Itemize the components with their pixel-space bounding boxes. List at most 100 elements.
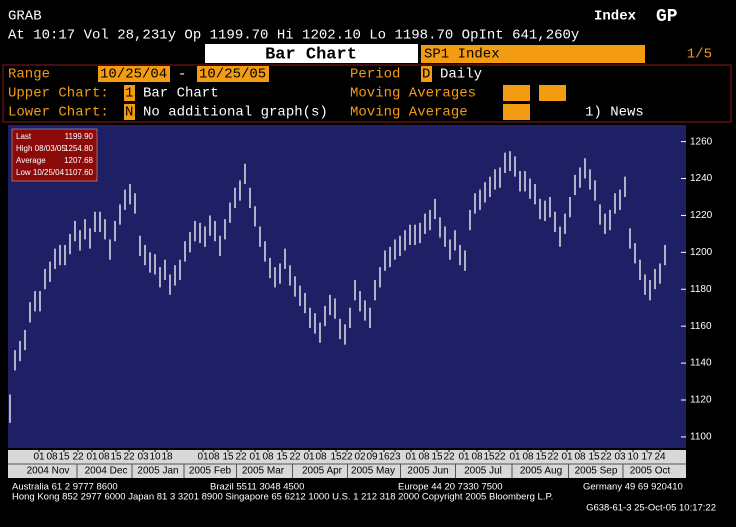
input-box[interactable]	[124, 85, 135, 101]
input-box[interactable]	[98, 66, 170, 82]
x-tick-label: 22	[547, 452, 559, 463]
upper-chart: Bar Chart	[143, 86, 219, 102]
lower-chart-code[interactable]: N	[125, 105, 133, 121]
month-label: 2005 Feb	[189, 466, 232, 477]
x-tick-label: 15	[222, 452, 234, 463]
x-tick-label: 22	[494, 452, 506, 463]
range-label: Range	[8, 67, 50, 83]
x-tick-label: 08	[522, 452, 534, 463]
month-label: 2004 Nov	[27, 466, 70, 477]
screen-title: Bar Chart	[265, 45, 357, 64]
footer-line: Hong Kong 852 2977 6000 Japan 81 3 3201 …	[12, 492, 553, 503]
x-tick-label: 08	[315, 452, 327, 463]
news-link[interactable]: 1) News	[585, 105, 644, 121]
month-label: 2004 Dec	[85, 466, 128, 477]
month-label: 2005 Jul	[464, 466, 502, 477]
month-label: 2005 Jun	[407, 466, 448, 477]
x-tick-label: 08	[98, 452, 110, 463]
x-tick-label: 01	[405, 452, 417, 463]
security-type: Index	[594, 9, 637, 25]
x-tick-label: 23	[389, 452, 401, 463]
x-tick-label: 15	[535, 452, 547, 463]
x-tick-label: 15	[276, 452, 288, 463]
quote-line: At 10:17 Vol 28,231y Op 1199.70 Hi 1202.…	[8, 28, 579, 44]
ticker[interactable]: SP1 Index	[424, 47, 500, 63]
range-start[interactable]: 10/25/04	[100, 67, 167, 83]
function-code: GP	[656, 7, 678, 27]
y-tick-label: 1120	[690, 395, 712, 406]
month-label: 2005 Jan	[137, 466, 178, 477]
month-label: 2005 Aug	[520, 466, 562, 477]
info-value: 1254.80	[64, 144, 93, 153]
footer-phone: Australia 61 2 9777 8600	[12, 482, 118, 493]
x-tick-label: 01	[249, 452, 261, 463]
x-tick-label: 15	[58, 452, 70, 463]
input-box[interactable]	[124, 104, 135, 120]
range-end[interactable]: 10/25/05	[199, 67, 266, 83]
x-tick-label: 08	[262, 452, 274, 463]
x-tick-label: 18	[161, 452, 173, 463]
period-label: Period	[350, 67, 400, 83]
moving-averages-label: Moving Averages	[350, 86, 476, 102]
input-box[interactable]	[197, 66, 269, 82]
y-tick-label: 1100	[690, 432, 712, 443]
x-tick-label: 01	[197, 452, 209, 463]
plot-area	[8, 125, 686, 448]
x-tick-label: 01	[33, 452, 45, 463]
x-tick-label: 17	[641, 452, 653, 463]
x-tick-label: 09	[366, 452, 378, 463]
month-label: 2005 Oct	[630, 466, 671, 477]
moving-average-label: Moving Average	[350, 105, 468, 121]
x-tick-label: 10	[627, 452, 639, 463]
x-tick-label: 24	[654, 452, 666, 463]
upper-chart-code[interactable]: 1	[125, 86, 133, 102]
y-tick-label: 1260	[690, 136, 713, 147]
x-tick-label: 01	[561, 452, 573, 463]
x-tick-label: 15	[431, 452, 443, 463]
x-tick-label: 22	[443, 452, 455, 463]
input-box[interactable]	[421, 66, 432, 82]
y-tick-label: 1240	[690, 173, 713, 184]
x-tick-label: 03	[614, 452, 626, 463]
ticker-box[interactable]	[421, 45, 645, 63]
month-label: 2005 Apr	[302, 466, 343, 477]
month-label: 2005 May	[351, 466, 395, 477]
x-tick-label: 08	[471, 452, 483, 463]
input-box[interactable]	[539, 85, 566, 101]
x-tick-label: 22	[289, 452, 301, 463]
x-tick-label: 15	[110, 452, 122, 463]
info-value: 1199.90	[65, 132, 94, 141]
upper-chart-label: Upper Chart:	[8, 86, 109, 102]
x-tick-label: 01	[509, 452, 521, 463]
period-code[interactable]: D	[422, 67, 430, 83]
info-label: High 08/03/05	[16, 144, 66, 153]
page-number: 1/5	[687, 47, 712, 63]
x-tick-label: 15	[588, 452, 600, 463]
screen-name: GRAB	[8, 9, 42, 25]
input-box[interactable]	[503, 85, 530, 101]
y-tick-label: 1140	[690, 358, 712, 369]
title-bar	[205, 44, 418, 63]
x-tick-label: 22	[72, 452, 84, 463]
info-label: Last	[16, 132, 32, 141]
x-tick-label: 22	[600, 452, 612, 463]
footer-phone: Germany 49 69 920410	[583, 482, 683, 493]
lower-chart: No additional graph(s)	[143, 105, 328, 121]
info-label: Low 10/25/04	[16, 168, 65, 177]
input-box[interactable]	[503, 104, 530, 120]
x-tick-label: 22	[235, 452, 247, 463]
y-tick-label: 1200	[690, 247, 713, 258]
y-tick-label: 1160	[690, 321, 712, 332]
x-tick-label: 01	[86, 452, 98, 463]
info-label: Average	[16, 156, 46, 165]
info-value: 1207.68	[64, 156, 93, 165]
range-separator: -	[178, 67, 186, 83]
footer-phone: Brazil 5511 3048 4500	[210, 482, 304, 493]
info-box	[11, 128, 98, 182]
period: Daily	[440, 67, 482, 83]
x-tick-label: 01	[303, 452, 315, 463]
month-label: 2005 Mar	[242, 466, 285, 477]
x-tick-label: 03	[137, 452, 149, 463]
x-tick-label: 22	[123, 452, 135, 463]
